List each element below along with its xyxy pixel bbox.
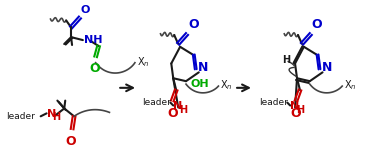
Text: X$_n$: X$_n$ xyxy=(137,55,149,69)
Text: N: N xyxy=(47,109,56,119)
Text: O: O xyxy=(89,62,100,75)
Text: O: O xyxy=(312,18,323,31)
Text: H: H xyxy=(179,105,187,115)
Text: O: O xyxy=(167,107,178,120)
Text: N: N xyxy=(321,61,332,74)
Text: H: H xyxy=(52,112,61,122)
Text: O: O xyxy=(188,18,199,31)
Text: leader: leader xyxy=(259,98,288,107)
Text: N: N xyxy=(290,101,299,111)
Text: O: O xyxy=(66,135,77,148)
Text: leader: leader xyxy=(142,98,171,107)
Text: leader: leader xyxy=(6,112,35,121)
Text: O: O xyxy=(81,5,90,15)
Text: N: N xyxy=(173,101,183,111)
Text: O: O xyxy=(291,107,301,120)
Text: H: H xyxy=(296,105,304,115)
Text: N: N xyxy=(198,61,208,74)
Text: X$_n$: X$_n$ xyxy=(344,78,357,92)
Text: X$_n$: X$_n$ xyxy=(221,78,233,92)
Text: H: H xyxy=(282,55,290,65)
Text: NH: NH xyxy=(84,35,102,45)
Text: OH: OH xyxy=(191,79,210,89)
